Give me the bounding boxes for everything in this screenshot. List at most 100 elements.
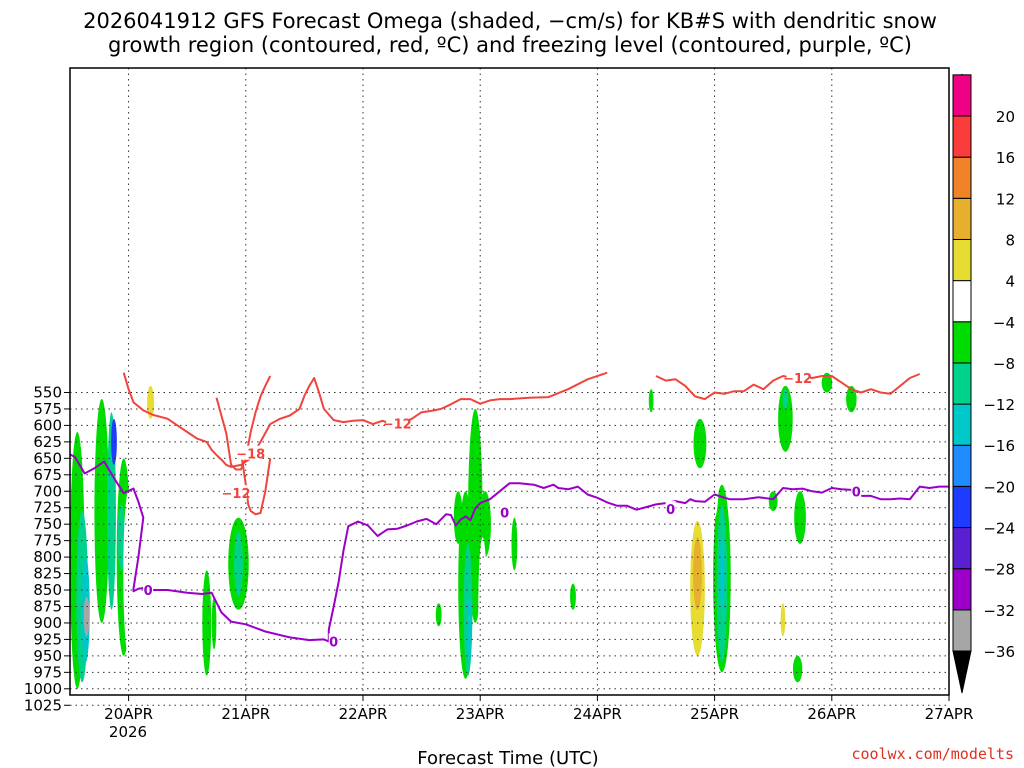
- freezing-label-4: 0: [852, 485, 861, 500]
- y-tick-label-650: 650: [33, 449, 62, 467]
- colorbar-box-9: [952, 238, 972, 282]
- omega-shading-layer: [70, 372, 894, 689]
- colorbar-label-1: −32: [983, 602, 1015, 620]
- colorbar-label-8: −4: [993, 314, 1015, 332]
- dgz-label-bg-1: [239, 445, 262, 460]
- freezing-label-bg-4: [851, 483, 862, 498]
- colorbar-label-4: −20: [983, 478, 1015, 496]
- omega-shaded-region-45: [693, 418, 707, 469]
- omega-shaded-region-8: [117, 504, 125, 571]
- y-tick-label-950: 950: [33, 647, 62, 665]
- freezing-level-contour: [70, 453, 949, 643]
- colorbar-box-7: [952, 321, 972, 364]
- omega-shaded-region-6: [111, 418, 117, 465]
- colorbar-box-13: [952, 74, 972, 117]
- y-tick-label-725: 725: [33, 499, 62, 517]
- colorbar-box-10: [952, 197, 972, 240]
- freezing-label-bg-0: [143, 582, 154, 597]
- contour-label-layer: −12 −18 −12 −12 0 0 0 0 0: [143, 369, 862, 650]
- omega-shaded-region-36: [490, 530, 500, 597]
- omega-shaded-region-17: [234, 530, 243, 597]
- dgz-label-3: −12: [783, 372, 812, 387]
- y-tick-label-750: 750: [33, 515, 62, 533]
- omega-shaded-region-10: [147, 385, 155, 419]
- omega-shaded-region-44: [654, 458, 662, 492]
- colorbar-box-0: [952, 609, 972, 652]
- colorbar-label-3: −24: [983, 520, 1015, 538]
- omega-shaded-region-62: [821, 372, 833, 393]
- dgz-label-bg-3: [786, 369, 809, 384]
- plot-frame: [69, 67, 950, 696]
- omega-shaded-region-27: [343, 596, 354, 679]
- freezing-label-0: 0: [144, 584, 153, 599]
- omega-shaded-region-59: [794, 491, 806, 544]
- colorbar: −36 −32 −28 −24 −20 −16 −12 −8 −4 4 8 12 16 20: [952, 73, 1015, 694]
- y-tick-label-800: 800: [33, 548, 62, 566]
- omega-shaded-region-63: [846, 385, 857, 413]
- freezing-label-bg-2: [499, 504, 510, 519]
- y-tick-label-575: 575: [33, 400, 62, 418]
- omega-shaded-region-53: [742, 484, 755, 498]
- colorbar-box-3: [952, 485, 972, 529]
- x-tick-label-7: 27APR: [925, 705, 974, 723]
- omega-shaded-region-24: [285, 399, 295, 452]
- y-tick-label-675: 675: [33, 466, 62, 484]
- dgz-label-2: −12: [222, 487, 251, 502]
- y-tick-label-625: 625: [33, 433, 62, 451]
- colorbar-label-10: 8: [1005, 231, 1015, 249]
- freezing-label-bg-3: [665, 501, 676, 516]
- y-tick-label-775: 775: [33, 532, 62, 550]
- x-year-label: 2026: [109, 723, 147, 741]
- omega-shaded-region-60: [792, 655, 803, 683]
- omega-shaded-region-23: [250, 537, 271, 643]
- x-tick-label-0: 20APR: [104, 705, 153, 723]
- grid-layer: [70, 68, 949, 706]
- omega-shaded-region-55: [782, 389, 789, 409]
- y-tick-label-1025: 1025: [24, 696, 62, 714]
- colorbar-label-9: 4: [1005, 273, 1015, 291]
- y-tick-label-1000: 1000: [24, 680, 62, 698]
- colorbar-box-8: [952, 280, 972, 323]
- y-tick-label-825: 825: [33, 565, 62, 583]
- dgz-contour-2: [239, 451, 272, 516]
- omega-shaded-region-4: [94, 399, 110, 623]
- omega-shaded-region-35: [478, 537, 488, 683]
- colorbar-box-2: [952, 527, 972, 570]
- omega-shaded-region-65: [886, 504, 894, 531]
- omega-shaded-region-15: [178, 425, 187, 492]
- y-tick-label-850: 850: [33, 581, 62, 599]
- y-axis: 5505756006256506757007257507758008258508…: [24, 383, 70, 714]
- dgz-contour-1: [215, 375, 272, 471]
- y-tick-label-925: 925: [33, 630, 62, 648]
- omega-shaded-region-42: [599, 372, 615, 400]
- colorbar-box-4: [952, 444, 972, 487]
- x-tick-label-3: 23APR: [456, 705, 505, 723]
- x-tick-label-6: 26APR: [807, 705, 856, 723]
- x-axis: 20APR 21APR 22APR 23APR 24APR 25APR 26APR 27APR: [104, 695, 973, 723]
- omega-shaded-region-37: [501, 557, 508, 597]
- omega-shaded-region-43: [648, 389, 654, 413]
- dgz-contour-0: [122, 371, 608, 468]
- chart-title-line-2: growth region (contoured, red, ºC) and f…: [108, 33, 912, 57]
- omega-shaded-region-54: [778, 385, 793, 452]
- x-tick-label-4: 24APR: [573, 705, 622, 723]
- chart-title-line-1: 2026041912 GFS Forecast Omega (shaded, −…: [83, 9, 937, 33]
- freezing-label-2: 0: [500, 506, 509, 521]
- omega-shaded-region-13: [182, 530, 197, 643]
- y-tick-label-600: 600: [33, 416, 62, 434]
- colorbar-label-6: −12: [983, 396, 1015, 414]
- x-tick-label-2: 22APR: [339, 705, 388, 723]
- colorbar-label-13: 20: [996, 108, 1015, 126]
- colorbar-box-11: [952, 156, 972, 199]
- colorbar-box-5: [952, 403, 972, 446]
- dgz-label-1: −18: [236, 448, 265, 463]
- omega-shaded-region-38: [435, 603, 442, 627]
- colorbar-box-1: [952, 568, 972, 611]
- y-tick-label-900: 900: [33, 614, 62, 632]
- omega-shaded-region-26: [308, 438, 320, 505]
- colorbar-box-12: [952, 115, 972, 158]
- y-tick-label-975: 975: [33, 663, 62, 681]
- y-tick-label-875: 875: [33, 597, 62, 615]
- credit-link[interactable]: coolwx.com/modelts: [851, 745, 1014, 763]
